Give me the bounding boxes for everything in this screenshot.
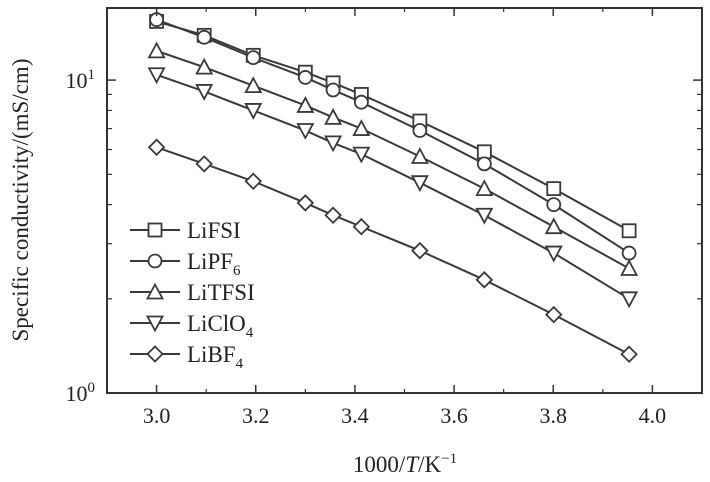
x-tick-label: 3.4 — [341, 403, 369, 428]
legend-entry-litfsi: LiTFSI — [130, 280, 255, 305]
series-lifsi — [149, 14, 637, 239]
data-point-libf4 — [147, 138, 166, 157]
data-point-libf4 — [544, 305, 563, 324]
data-point-lipf6 — [245, 50, 261, 66]
data-point-litfsi — [324, 107, 343, 125]
legend-entry-libf4: LiBF4 — [130, 342, 244, 372]
series-litfsi — [147, 41, 639, 276]
data-point-lipf6 — [546, 197, 562, 213]
data-point-litfsi — [620, 259, 639, 276]
x-axis-title: 1000/T/K−1 — [353, 451, 457, 477]
series-libf4 — [147, 138, 638, 364]
data-point-litfsi — [544, 217, 563, 235]
legend-label: LiBF4 — [187, 342, 244, 372]
series-line-lifsi — [156, 20, 630, 232]
data-point-litfsi — [410, 147, 429, 164]
legend-marker-lifsi — [147, 222, 163, 238]
series-liclo4 — [147, 67, 639, 309]
data-point-liclo4 — [475, 207, 494, 225]
legend-marker-litfsi — [145, 282, 165, 300]
data-point-libf4 — [475, 271, 494, 289]
legend-entry-lipf6: LiPF6 — [130, 249, 241, 279]
data-point-lipf6 — [476, 156, 492, 172]
series-line-lipf6 — [156, 18, 630, 254]
legend-label: LiTFSI — [187, 280, 255, 305]
data-point-liclo4 — [410, 175, 429, 193]
data-point-lifsi — [621, 223, 637, 239]
data-point-liclo4 — [147, 67, 166, 85]
data-point-lipf6 — [353, 94, 369, 110]
data-point-libf4 — [195, 155, 213, 173]
series-line-libf4 — [156, 146, 630, 356]
series-lipf6 — [149, 12, 637, 261]
data-point-lifsi — [546, 181, 562, 197]
data-point-libf4 — [620, 345, 638, 364]
data-point-litfsi — [195, 57, 214, 75]
data-point-liclo4 — [296, 123, 315, 140]
legend-label: LiFSI — [187, 218, 241, 243]
data-point-libf4 — [324, 206, 342, 224]
series-line-liclo4 — [156, 73, 630, 300]
legend-marker-libf4 — [146, 345, 164, 363]
data-point-liclo4 — [620, 291, 639, 309]
legend-label: LiPF6 — [187, 249, 241, 279]
legend-marker-lipf6 — [147, 253, 163, 269]
data-point-liclo4 — [544, 245, 563, 263]
y-axis: 100 101 — [66, 67, 702, 406]
legend-entry-liclo4: LiClO4 — [130, 311, 254, 341]
data-point-litfsi — [352, 119, 371, 136]
y-tick-label: 101 — [66, 67, 96, 93]
x-tick-label: 4.0 — [639, 403, 667, 428]
data-point-litfsi — [244, 76, 263, 94]
data-point-libf4 — [244, 172, 263, 191]
y-axis-title: Specific conductivity/(mS/cm) — [8, 59, 33, 342]
data-point-libf4 — [352, 217, 371, 236]
data-point-liclo4 — [352, 146, 371, 164]
x-tick-label: 3.8 — [540, 403, 568, 428]
data-point-lipf6 — [412, 123, 428, 138]
data-point-libf4 — [411, 241, 429, 260]
data-point-litfsi — [147, 41, 166, 59]
y-tick-label: 100 — [66, 380, 96, 406]
x-tick-label: 3.0 — [143, 403, 171, 428]
data-point-libf4 — [296, 194, 315, 212]
legend-label: LiClO4 — [187, 311, 254, 341]
data-point-litfsi — [296, 96, 315, 113]
x-tick-label: 3.2 — [242, 403, 270, 428]
data-point-lifsi — [476, 144, 492, 160]
x-axis: 3.0 3.2 3.4 3.6 3.8 4.0 — [106, 8, 703, 428]
series-line-litfsi — [156, 49, 630, 270]
data-point-lipf6 — [325, 82, 341, 98]
data-point-liclo4 — [195, 84, 214, 101]
data-point-litfsi — [475, 179, 494, 197]
data-point-liclo4 — [244, 103, 263, 120]
data-point-liclo4 — [324, 135, 343, 153]
legend-marker-liclo4 — [145, 315, 165, 333]
x-tick-label: 3.6 — [440, 403, 468, 428]
data-point-lipf6 — [297, 70, 313, 85]
plot-area — [147, 12, 639, 364]
legend-entry-lifsi: LiFSI — [130, 218, 241, 243]
data-point-lipf6 — [196, 29, 212, 45]
data-point-lipf6 — [621, 245, 637, 261]
